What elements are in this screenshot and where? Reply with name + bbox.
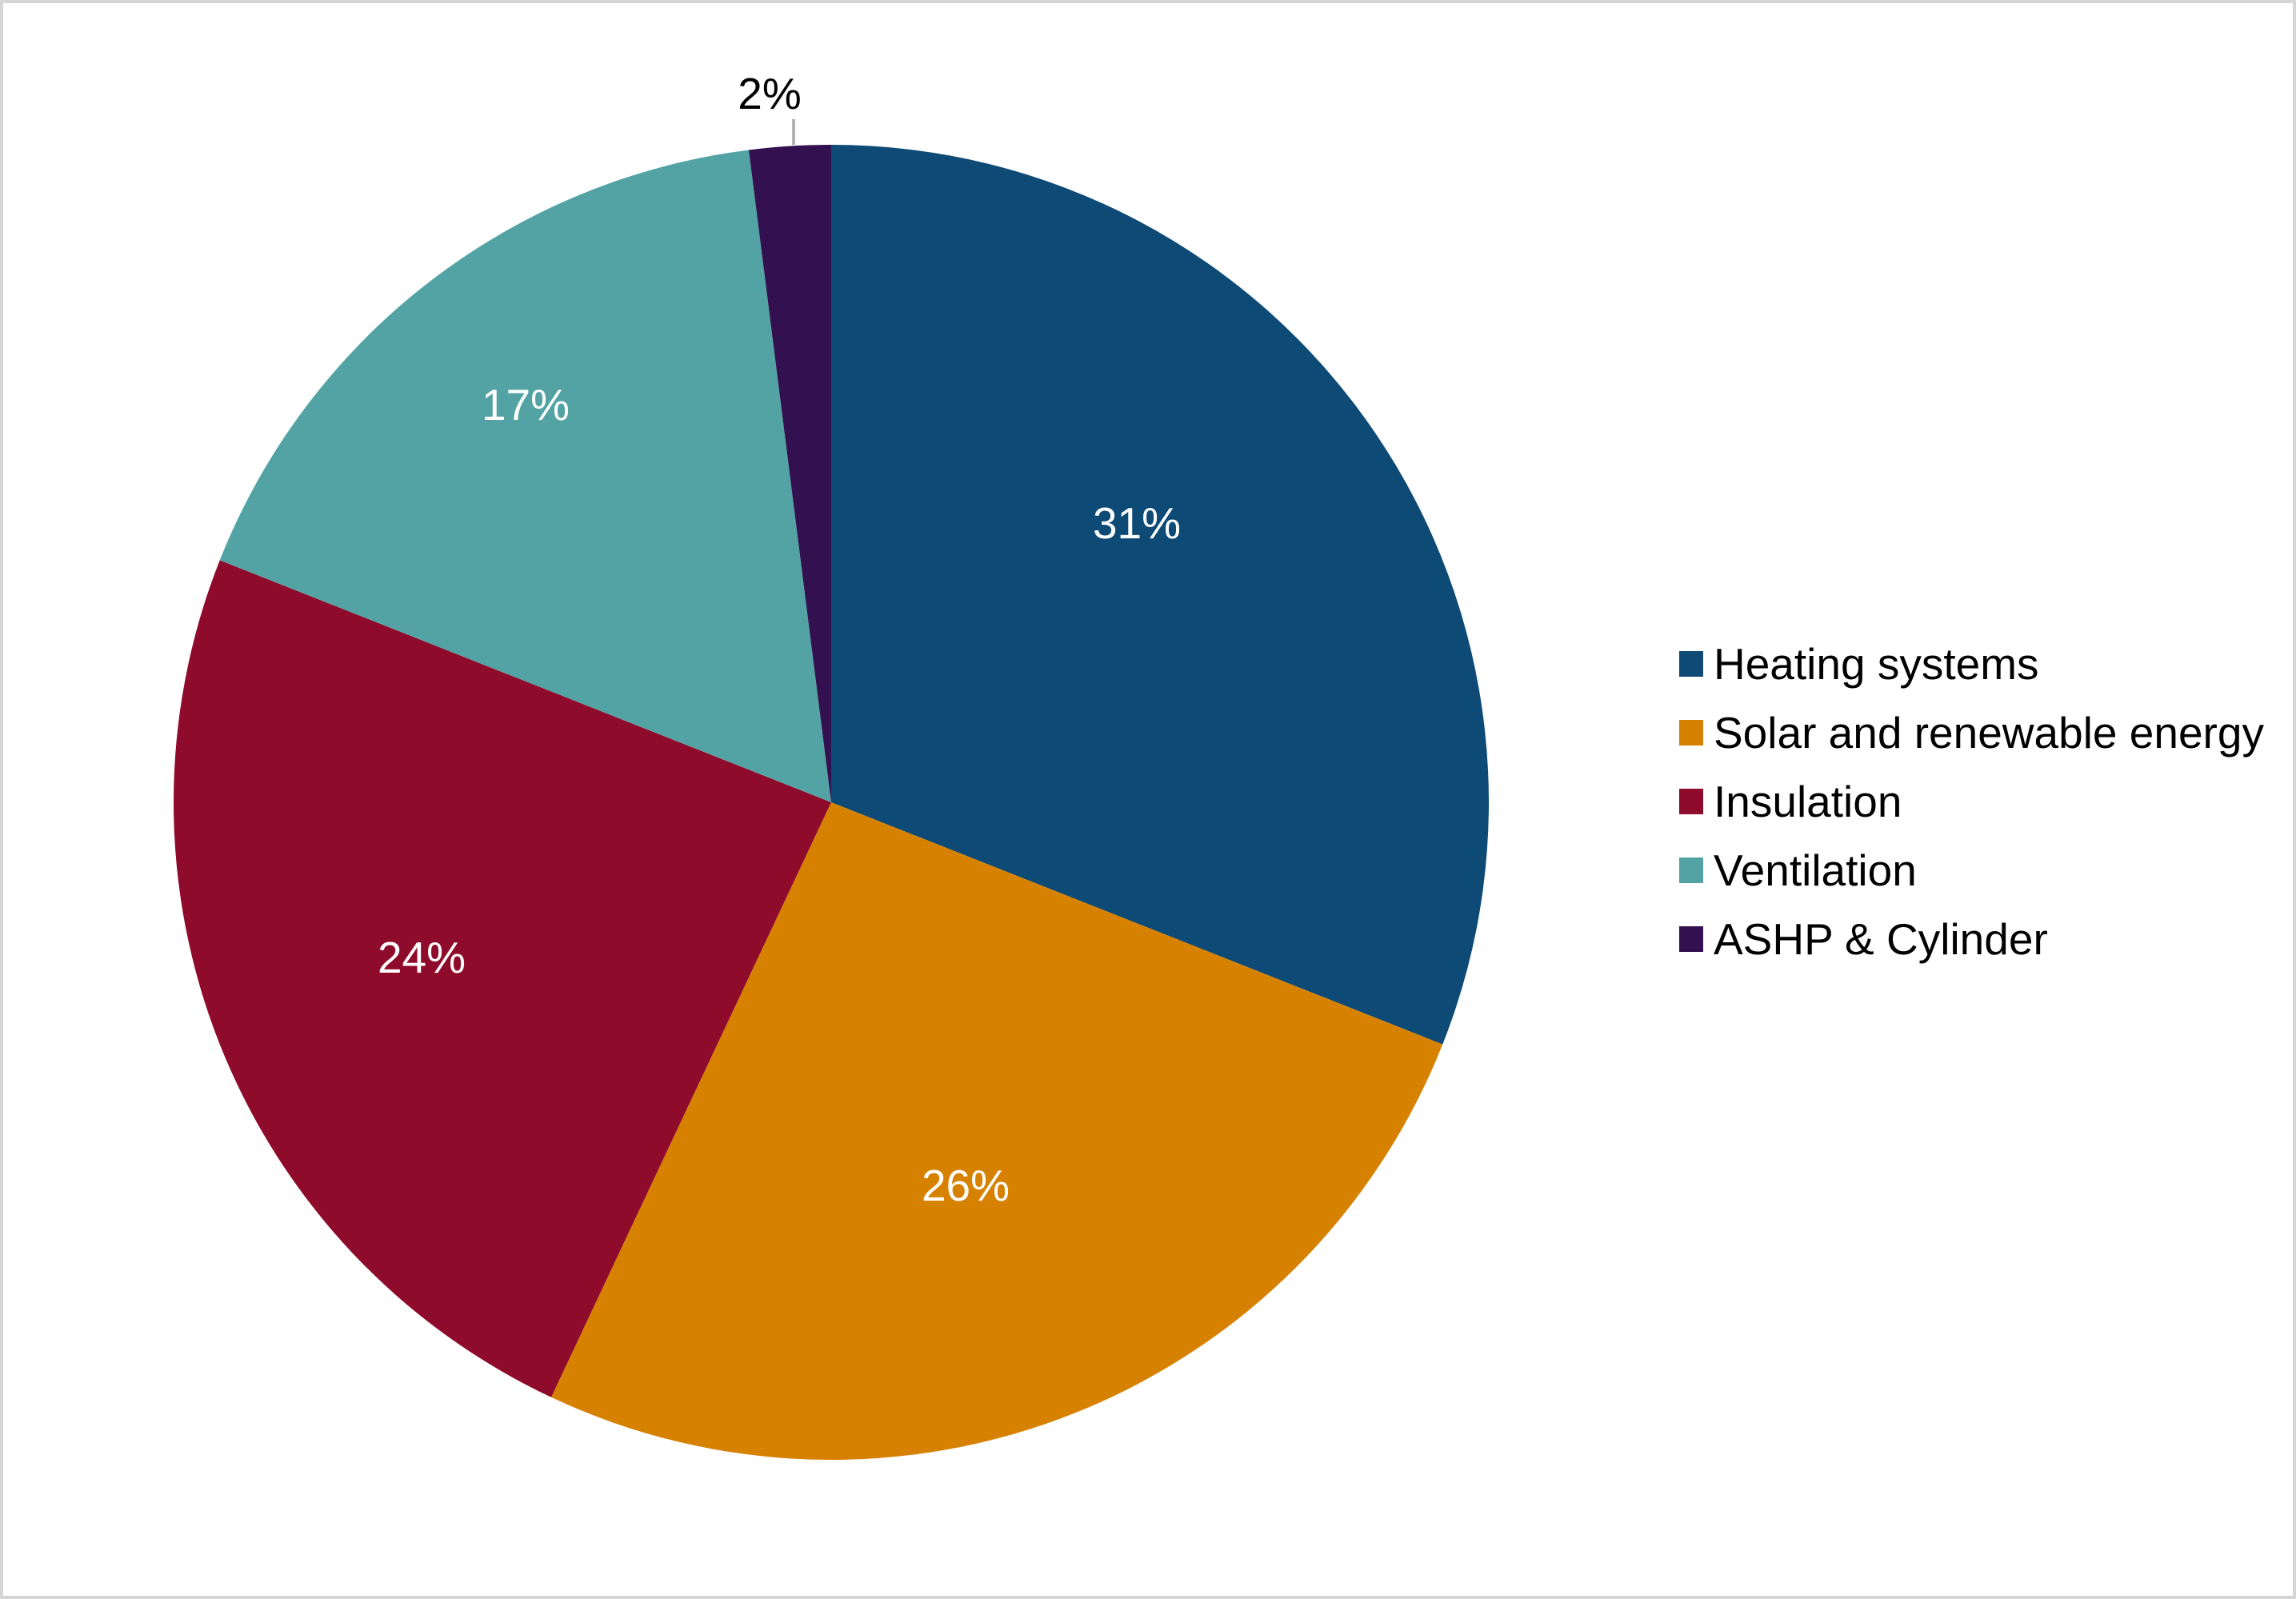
pie-slice-ventilation xyxy=(219,150,832,803)
legend-swatch-insulation xyxy=(1679,789,1703,814)
legend-item-solar-and-renewable-energy: Solar and renewable energy xyxy=(1679,698,2264,767)
data-label-solar-and-renewable-energy: 26% xyxy=(922,1161,1010,1210)
legend-label-insulation: Insulation xyxy=(1714,776,1902,826)
legend-item-insulation: Insulation xyxy=(1679,767,2264,836)
data-label-insulation: 24% xyxy=(378,933,466,982)
legend-swatch-heating-systems xyxy=(1679,651,1703,677)
legend-swatch-ashp-cylinder xyxy=(1679,926,1703,952)
data-label-ashp-cylinder: 2% xyxy=(738,69,802,118)
pie-slice-insulation xyxy=(173,560,831,1397)
legend-label-heating-systems: Heating systems xyxy=(1714,638,2039,689)
pie-slice-ashp-cylinder xyxy=(748,145,831,802)
legend-swatch-solar-and-renewable-energy xyxy=(1679,720,1703,746)
data-label-heating-systems: 31% xyxy=(1093,498,1181,548)
legend: Heating systems Solar and renewable energ… xyxy=(1679,630,2264,973)
pie-slice-solar-and-renewable-energy xyxy=(551,802,1443,1461)
legend-label-solar-and-renewable-energy: Solar and renewable energy xyxy=(1714,707,2264,758)
legend-item-heating-systems: Heating systems xyxy=(1679,630,2264,698)
pie-chart-svg: 31% 26% 24% 17% 2% xyxy=(173,69,1490,1461)
data-label-ventilation: 17% xyxy=(482,380,570,430)
legend-swatch-ventilation xyxy=(1679,857,1703,883)
legend-item-ventilation: Ventilation xyxy=(1679,836,2264,905)
legend-label-ventilation: Ventilation xyxy=(1714,845,1917,895)
legend-item-ashp-cylinder: ASHP & Cylinder xyxy=(1679,905,2264,973)
legend-label-ashp-cylinder: ASHP & Cylinder xyxy=(1714,913,2048,964)
pie-slice-heating-systems xyxy=(831,145,1490,1045)
